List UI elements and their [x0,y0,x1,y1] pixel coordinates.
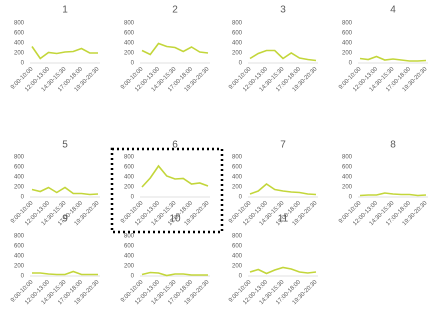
line [31,186,99,196]
y-tick-label: 600 [124,244,135,250]
y-tick-label: 800 [14,155,25,161]
y-tick-label: 400 [124,41,135,47]
y-tick-label: 600 [342,31,353,37]
y-tick-label: 800 [124,234,135,240]
y-tick-label: 800 [232,155,243,161]
y-tick-label: 400 [342,41,353,47]
y-tick-label: 800 [14,21,25,27]
y-tick-label: 400 [14,254,25,260]
line [249,49,317,62]
line [141,164,209,188]
y-tick-label: 0 [21,61,25,67]
line [249,182,317,196]
line [141,42,209,56]
chart-title: 7 [280,140,286,151]
y-tick-label: 400 [232,254,243,260]
chart-title: 5 [62,140,68,151]
y-tick-label: 600 [124,165,135,171]
y-tick-label: 600 [342,165,353,171]
line [32,270,98,276]
line [31,46,98,60]
y-tick-label: 200 [232,185,243,191]
chart-title: 4 [390,5,396,16]
y-tick-label: 200 [14,264,25,270]
y-tick-label: 800 [232,234,243,240]
y-tick-label: 800 [14,234,25,240]
y-tick-label: 800 [232,21,243,27]
y-tick-label: 400 [232,175,243,181]
y-tick-label: 200 [124,185,135,191]
y-tick-label: 200 [232,264,243,270]
y-tick-label: 600 [14,31,25,37]
y-tick-label: 800 [124,155,135,161]
y-tick-label: 0 [239,274,243,280]
y-tick-label: 0 [131,274,135,280]
y-tick-label: 800 [124,21,135,27]
chart-title: 6 [172,140,178,151]
y-tick-label: 0 [239,195,243,201]
y-tick-label: 0 [21,274,25,280]
chart-title: 9 [62,214,68,225]
y-tick-label: 200 [14,51,25,57]
chart-title: 8 [390,140,396,151]
y-tick-label: 200 [124,51,135,57]
y-tick-label: 800 [342,155,353,161]
chart-title: 11 [278,214,289,225]
chart-title: 2 [172,5,178,16]
chart-title: 3 [280,5,286,16]
y-tick-label: 0 [131,61,135,67]
y-tick-label: 400 [14,41,25,47]
y-tick-label: 400 [14,175,25,181]
line [249,266,317,275]
y-tick-label: 200 [342,51,353,57]
y-tick-label: 400 [232,41,243,47]
y-tick-label: 400 [342,175,353,181]
y-tick-label: 400 [124,254,135,260]
y-tick-label: 600 [14,244,25,250]
y-tick-label: 0 [349,195,353,201]
highlight-frame [110,147,224,234]
y-tick-label: 600 [232,165,243,171]
line [359,192,427,197]
y-tick-label: 600 [124,31,135,37]
y-tick-label: 200 [14,185,25,191]
chart-title: 10 [169,214,181,225]
y-tick-label: 0 [239,61,243,67]
y-tick-label: 0 [349,61,353,67]
y-tick-label: 600 [232,31,243,37]
y-tick-label: 200 [342,185,353,191]
y-tick-label: 0 [131,195,135,201]
y-tick-label: 800 [342,21,353,27]
y-tick-label: 200 [232,51,243,57]
y-tick-label: 200 [124,264,135,270]
y-tick-label: 600 [232,244,243,250]
y-tick-label: 0 [21,195,25,201]
line [141,271,208,277]
y-tick-label: 400 [124,175,135,181]
line [359,55,427,62]
y-tick-label: 600 [14,165,25,171]
chart-title: 1 [62,5,68,16]
